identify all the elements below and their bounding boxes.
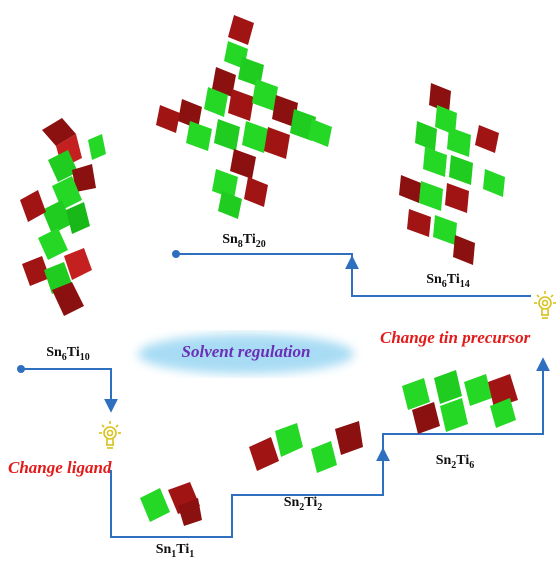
cluster-sn2ti2 (249, 421, 363, 473)
element-symbol: Sn (426, 272, 442, 287)
label-sn1ti1: Sn1Ti1 (156, 542, 195, 560)
lightbulb-icon (534, 291, 556, 319)
cluster-sn6ti10 (20, 118, 106, 316)
polyhedra (20, 118, 106, 316)
element-count: 6 (441, 278, 447, 290)
cluster-sn1ti1 (140, 482, 202, 526)
element-count: 6 (61, 351, 67, 363)
element-symbol: Sn (435, 453, 452, 468)
element-symbol: Ti (304, 495, 318, 510)
element-count: 1 (171, 548, 177, 560)
element-symbol: Ti (242, 232, 256, 247)
element-count: 2 (299, 501, 305, 513)
label-sn2ti2: Sn2Ti2 (284, 495, 323, 513)
cluster-sn8ti20 (156, 15, 332, 219)
element-count: 10 (79, 351, 90, 363)
element-symbol: Sn (46, 345, 62, 360)
element-symbol: Ti (446, 272, 460, 287)
flow-arrows (17, 250, 550, 538)
element-symbol: Ti (176, 542, 190, 557)
element-symbol: Sn (155, 542, 172, 557)
element-count: 14 (459, 278, 470, 290)
element-symbol: Ti (66, 345, 80, 360)
element-count: 20 (255, 238, 266, 250)
cluster-sn2ti6 (402, 370, 518, 434)
cloud-shape (138, 334, 354, 374)
label-sn2ti6: Sn2Ti6 (436, 453, 475, 471)
arrow-to-sn6ti14 (176, 253, 531, 297)
element-count: 2 (317, 501, 323, 513)
element-count: 1 (189, 548, 195, 560)
label-sn6ti10: Sn6Ti10 (46, 345, 90, 363)
element-symbol: Ti (456, 453, 470, 468)
change-tin-precursor-label: Change tin precursor (380, 328, 531, 347)
element-count: 6 (469, 459, 475, 471)
label-sn6ti14: Sn6Ti14 (426, 272, 470, 290)
element-symbol: Sn (283, 495, 300, 510)
label-sn8ti20: Sn8Ti20 (222, 232, 266, 250)
arrow-to-ligand (21, 368, 118, 413)
solvent-regulation-cloud: Solvent regulation (128, 327, 364, 381)
arrow-steps-up (110, 447, 390, 538)
arrow-to-tin (382, 357, 550, 450)
element-symbol: Sn (222, 232, 238, 247)
element-count: 8 (237, 238, 243, 250)
change-ligand-label: Change ligand (8, 458, 112, 477)
element-count: 2 (451, 459, 457, 471)
solvent-regulation-label: Solvent regulation (181, 342, 311, 361)
cluster-sn6ti14 (399, 83, 505, 265)
lightbulb-icon (99, 421, 121, 449)
